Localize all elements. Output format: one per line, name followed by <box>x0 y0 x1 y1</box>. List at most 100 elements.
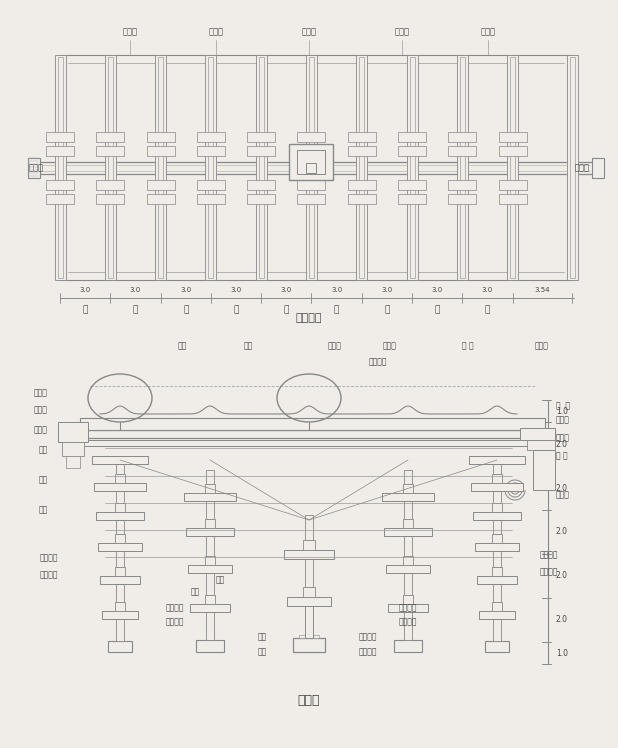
Text: 蟠炸頭: 蟠炸頭 <box>34 426 48 435</box>
Bar <box>287 597 331 606</box>
Bar <box>479 611 515 619</box>
Bar <box>297 194 326 203</box>
Bar <box>247 194 275 203</box>
Bar <box>398 146 426 156</box>
Text: 桁  槇: 桁 槇 <box>556 402 570 411</box>
Bar <box>197 180 225 189</box>
Bar <box>46 194 74 203</box>
Bar <box>105 55 116 280</box>
Bar <box>493 551 501 567</box>
Bar <box>206 470 214 484</box>
Bar <box>284 550 334 559</box>
Bar <box>592 158 604 177</box>
Bar <box>116 619 124 641</box>
Bar <box>108 641 132 652</box>
Text: 1.0: 1.0 <box>556 649 568 657</box>
Text: 3.0: 3.0 <box>431 287 443 293</box>
Bar <box>146 194 175 203</box>
Bar <box>54 55 66 280</box>
Bar <box>299 635 319 638</box>
Bar <box>116 584 124 602</box>
Text: 單材瓜拱: 單材瓜拱 <box>166 618 184 627</box>
Bar <box>184 493 236 501</box>
Bar <box>492 602 502 611</box>
Bar <box>407 55 418 280</box>
Bar <box>404 573 412 595</box>
Bar <box>492 567 502 576</box>
Bar <box>384 528 432 536</box>
Bar <box>305 515 313 540</box>
Bar <box>289 144 334 180</box>
Text: 踩: 踩 <box>183 305 188 314</box>
Text: 大斗: 大斗 <box>257 648 266 657</box>
Text: 3.0: 3.0 <box>180 287 192 293</box>
Text: 踩: 踩 <box>434 305 440 314</box>
Bar <box>493 584 501 602</box>
Bar <box>62 442 84 456</box>
Bar <box>297 150 326 174</box>
Bar <box>398 132 426 141</box>
Bar <box>297 132 326 141</box>
Bar <box>471 483 523 491</box>
Bar <box>499 146 527 156</box>
Bar <box>80 418 545 430</box>
Bar <box>520 428 555 440</box>
Bar <box>303 587 315 597</box>
Bar <box>94 483 146 491</box>
Text: 正心桁: 正心桁 <box>383 342 397 351</box>
Bar <box>66 456 80 468</box>
Bar <box>493 464 501 474</box>
Bar <box>348 146 376 156</box>
Bar <box>96 194 124 203</box>
Bar <box>297 180 326 189</box>
Text: 正心瓜拱: 正心瓜拱 <box>359 648 377 657</box>
Bar <box>46 132 74 141</box>
Bar <box>115 567 125 576</box>
Bar <box>348 194 376 203</box>
Bar <box>448 132 476 141</box>
Text: 踩: 踩 <box>284 305 289 314</box>
Bar <box>205 595 215 604</box>
Bar <box>475 543 519 551</box>
Text: 三才井: 三才井 <box>481 28 496 37</box>
Bar <box>404 470 412 484</box>
Text: 挑檐材: 挑檐材 <box>34 405 48 414</box>
Bar <box>108 57 113 278</box>
Bar <box>473 512 521 520</box>
Text: 1.0: 1.0 <box>556 406 568 415</box>
Bar <box>38 162 594 174</box>
Bar <box>510 57 515 278</box>
Text: 立　面: 立 面 <box>298 693 320 707</box>
Bar <box>116 464 124 474</box>
Text: 踩: 踩 <box>384 305 389 314</box>
Bar <box>448 146 476 156</box>
Bar <box>96 146 124 156</box>
Bar <box>70 430 555 438</box>
Bar <box>403 519 413 528</box>
Bar <box>58 422 88 442</box>
Text: 單材瓜拱: 單材瓜拱 <box>40 571 58 580</box>
Bar <box>356 55 367 280</box>
Bar <box>348 132 376 141</box>
Bar <box>469 456 525 464</box>
Text: 挑檐桁: 挑檐桁 <box>34 388 48 397</box>
Text: 3.0: 3.0 <box>80 287 91 293</box>
Bar <box>499 132 527 141</box>
Bar <box>100 576 140 584</box>
Bar <box>116 491 124 503</box>
Bar <box>499 194 527 203</box>
Text: 單材萬拱: 單材萬拱 <box>399 604 417 613</box>
Text: 3.0: 3.0 <box>281 287 292 293</box>
Bar <box>398 180 426 189</box>
Bar <box>158 57 163 278</box>
Bar <box>188 565 232 573</box>
Text: 2.0: 2.0 <box>556 483 568 492</box>
Text: 厢 拱: 厢 拱 <box>556 452 567 461</box>
Bar <box>492 534 502 543</box>
Bar <box>567 55 577 280</box>
Bar <box>403 556 413 565</box>
Bar <box>493 619 501 641</box>
Text: 撩頭木: 撩頭木 <box>535 342 549 351</box>
Text: 十八牛: 十八牛 <box>28 163 43 172</box>
Bar <box>115 602 125 611</box>
